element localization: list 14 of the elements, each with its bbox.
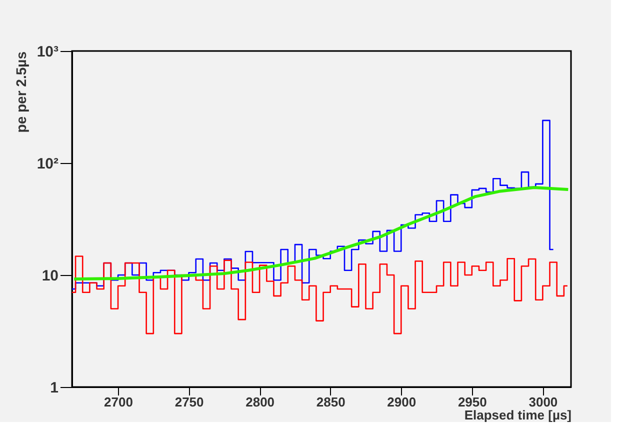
y-tick-label: 10 — [42, 268, 58, 284]
y-tick-label: 10³ — [36, 44, 58, 60]
x-tick-label: 2750 — [174, 394, 204, 410]
x-tick-label: 2900 — [387, 394, 416, 410]
line-series — [72, 186, 570, 281]
x-tick-label: 2950 — [458, 394, 487, 410]
x-tick-label: 2800 — [246, 394, 275, 410]
y-tick-label: 1 — [50, 380, 58, 396]
x-tick-label: 2700 — [104, 394, 133, 410]
x-axis-title: Elapsed time [µs] — [464, 408, 572, 422]
x-tick-label: 3000 — [528, 394, 558, 410]
y-axis-title: pe per 2.5µs — [12, 51, 29, 133]
y-tick-label: 10² — [36, 156, 58, 172]
x-tick-label: 2850 — [316, 394, 346, 410]
